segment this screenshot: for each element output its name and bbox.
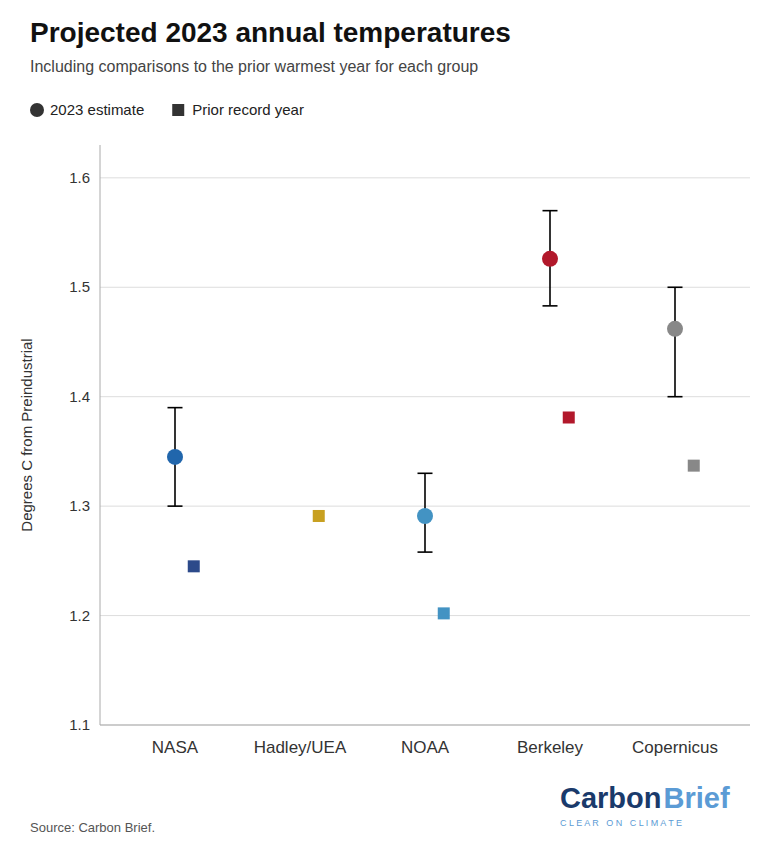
grid-line	[100, 287, 750, 288]
legend-swatch	[30, 103, 44, 117]
prior-record-square	[563, 411, 575, 423]
y-tick-label: 1.4	[69, 388, 90, 405]
x-tick-label: Copernicus	[632, 738, 718, 757]
prior-record-square	[438, 607, 450, 619]
error-bar-cap	[543, 210, 558, 212]
x-tick-label: Berkeley	[517, 738, 584, 757]
legend-label: Prior record year	[192, 101, 304, 118]
grid-line	[100, 615, 750, 616]
error-bar-cap	[418, 551, 433, 553]
prior-record-square	[688, 460, 700, 472]
legend-swatch	[172, 104, 184, 116]
prior-record-square	[188, 560, 200, 572]
logo-tagline: C L E A R O N C L I M A T E	[560, 818, 682, 828]
grid-line	[100, 177, 750, 178]
logo-text: Carbon	[560, 782, 662, 814]
error-bar	[168, 408, 183, 506]
estimate-dot	[417, 508, 433, 524]
legend-label: 2023 estimate	[50, 101, 144, 118]
x-tick-label: Hadley/UEA	[254, 738, 347, 757]
y-axis-label: Degrees C from Preindustrial	[18, 338, 35, 531]
error-bar	[418, 473, 433, 552]
logo-text: Brief	[664, 782, 730, 814]
estimate-dot	[542, 251, 558, 267]
error-bar-cap	[543, 305, 558, 307]
y-tick-label: 1.6	[69, 169, 90, 186]
grid-line	[100, 725, 750, 726]
x-axis-line	[100, 725, 750, 726]
error-bar-cap	[418, 473, 433, 475]
x-tick-label: NASA	[152, 738, 199, 757]
error-bar-cap	[168, 407, 183, 409]
y-tick-label: 1.5	[69, 278, 90, 295]
error-bar	[668, 287, 683, 396]
error-bar-stem	[674, 287, 676, 396]
y-axis-line	[100, 145, 101, 725]
prior-record-square	[313, 510, 325, 522]
title: Projected 2023 annual temperatures	[30, 17, 511, 48]
source: Source: Carbon Brief.	[30, 820, 155, 835]
subtitle: Including comparisons to the prior warme…	[30, 58, 478, 75]
y-tick-label: 1.2	[69, 607, 90, 624]
estimate-dot	[667, 321, 683, 337]
y-tick-label: 1.1	[69, 716, 90, 733]
error-bar-cap	[668, 286, 683, 288]
marks	[167, 211, 700, 620]
grid-line	[100, 396, 750, 397]
error-bar-cap	[168, 505, 183, 507]
error-bar-cap	[668, 396, 683, 398]
y-tick-label: 1.3	[69, 497, 90, 514]
estimate-dot	[167, 449, 183, 465]
chart: Projected 2023 annual temperatures Includ…	[0, 0, 780, 848]
error-bar	[543, 211, 558, 306]
x-tick-label: NOAA	[401, 738, 450, 757]
